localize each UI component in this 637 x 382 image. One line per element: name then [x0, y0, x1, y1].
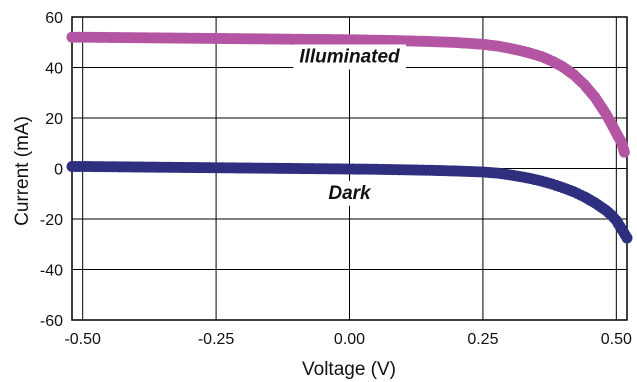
x-tick-label: 0.00 [334, 331, 365, 348]
y-tick-label: 20 [45, 111, 63, 128]
series-layer [66, 31, 633, 244]
x-tick-label: -0.25 [198, 331, 235, 348]
x-tick-label: -0.50 [64, 331, 101, 348]
y-tick-label: 60 [45, 10, 63, 27]
annotation-layer: Illuminated Dark [293, 44, 407, 206]
y-tick-label: 0 [54, 162, 63, 179]
data-point [618, 146, 630, 158]
tick-label-layer: -0.50 -0.25 0.00 0.25 0.50 60 40 20 0 -20 -40 -60 [40, 10, 632, 348]
y-axis-label: Current (mA) [12, 116, 33, 226]
series-1 [66, 160, 633, 244]
x-tick-label: 0.25 [467, 331, 498, 348]
y-tick-label: 40 [45, 61, 63, 78]
annotation-background [322, 180, 379, 206]
x-axis-label: Voltage (V) [302, 359, 396, 380]
annotation-label: Illuminated [299, 46, 400, 67]
y-tick-label: -40 [40, 263, 63, 280]
y-tick-label: -20 [40, 212, 63, 229]
data-point [621, 232, 633, 244]
series-0 [66, 31, 630, 158]
x-tick-label: 0.50 [601, 331, 632, 348]
y-tick-label: -60 [40, 313, 63, 330]
annotation-background [293, 44, 407, 70]
annotation-label: Dark [328, 183, 372, 204]
